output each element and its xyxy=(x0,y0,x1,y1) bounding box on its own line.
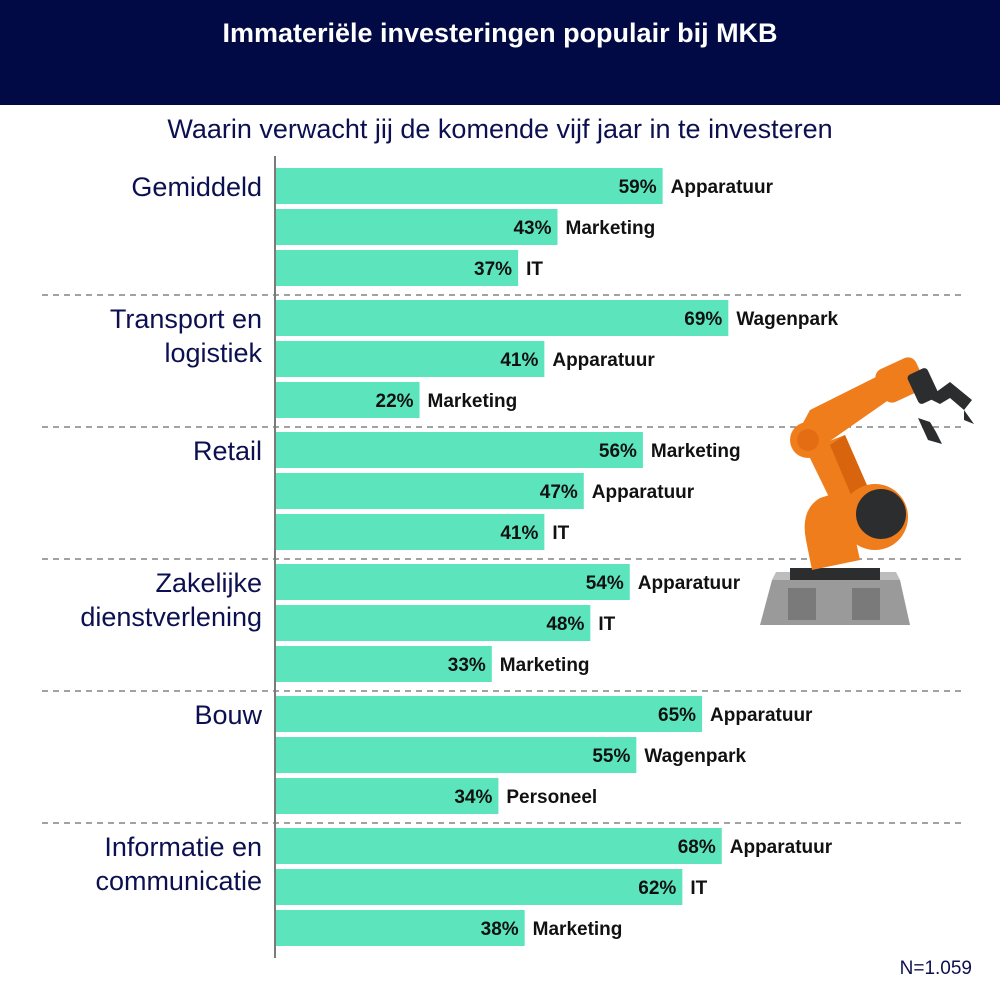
bar-value-label: 41% xyxy=(500,350,538,371)
bar-value-label: 59% xyxy=(619,177,657,198)
bar-category-label: Apparatuur xyxy=(638,573,741,594)
bar-category-label: IT xyxy=(552,523,569,544)
bar-value-label: 43% xyxy=(513,218,551,239)
bar xyxy=(275,168,663,204)
bar xyxy=(275,605,591,641)
bar xyxy=(275,828,722,864)
bar-value-label: 47% xyxy=(540,482,578,503)
header-banner xyxy=(0,0,1000,105)
bar xyxy=(275,300,729,336)
bar-value-label: 48% xyxy=(546,614,584,635)
bar xyxy=(275,910,525,946)
bar xyxy=(275,869,683,905)
bar-category-label: Wagenpark xyxy=(736,309,838,330)
bar-value-label: 33% xyxy=(448,655,486,676)
bar-value-label: 34% xyxy=(454,787,492,808)
chart-title: Immateriële investeringen populair bij M… xyxy=(222,18,778,48)
group-label: Zakelijke dienstverlening xyxy=(80,568,262,632)
bar-category-label: IT xyxy=(598,614,615,635)
bar-value-label: 37% xyxy=(474,259,512,280)
group-label: Bouw xyxy=(194,700,262,730)
bar-category-label: Personeel xyxy=(506,787,597,808)
group-label: Transport en logistiek xyxy=(110,304,263,368)
sample-size-note: N=1.059 xyxy=(899,958,972,979)
bar-category-label: IT xyxy=(526,259,543,280)
bar-category-label: IT xyxy=(690,878,707,899)
bar-category-label: Apparatuur xyxy=(710,705,813,726)
bar-value-label: 55% xyxy=(592,746,630,767)
bar-category-label: Apparatuur xyxy=(592,482,695,503)
bar-category-label: Wagenpark xyxy=(644,746,746,767)
bar xyxy=(275,473,584,509)
bar xyxy=(275,564,630,600)
bar-value-label: 22% xyxy=(376,391,414,412)
bar-category-label: Marketing xyxy=(651,441,741,462)
group-label: Retail xyxy=(193,436,262,466)
bar xyxy=(275,696,703,732)
bar-value-label: 62% xyxy=(638,878,676,899)
bar-value-label: 68% xyxy=(678,837,716,858)
bar xyxy=(275,250,519,286)
bar xyxy=(275,432,643,468)
bar-category-label: Marketing xyxy=(566,218,656,239)
bar xyxy=(275,341,545,377)
bar-category-label: Apparatuur xyxy=(552,350,655,371)
bar-value-label: 54% xyxy=(586,573,624,594)
bar-category-label: Marketing xyxy=(500,655,590,676)
bar-value-label: 38% xyxy=(481,919,519,940)
bar xyxy=(275,382,420,418)
bar-category-label: Marketing xyxy=(428,391,518,412)
chart-subtitle: Waarin verwacht jij de komende vijf jaar… xyxy=(167,114,833,144)
group-label: Gemiddeld xyxy=(131,172,262,202)
bar-category-label: Apparatuur xyxy=(671,177,774,198)
bar-category-label: Marketing xyxy=(533,919,623,940)
bar xyxy=(275,514,545,550)
bar-value-label: 41% xyxy=(500,523,538,544)
industrial-robot-arm-icon xyxy=(760,357,974,625)
bar xyxy=(275,209,558,245)
bar xyxy=(275,646,492,682)
bar-value-label: 56% xyxy=(599,441,637,462)
bar-value-label: 65% xyxy=(658,705,696,726)
group-label: Informatie en communicatie xyxy=(95,832,262,896)
bar-category-label: Apparatuur xyxy=(730,837,833,858)
bar-value-label: 69% xyxy=(684,309,722,330)
bar xyxy=(275,737,637,773)
bar xyxy=(275,778,499,814)
